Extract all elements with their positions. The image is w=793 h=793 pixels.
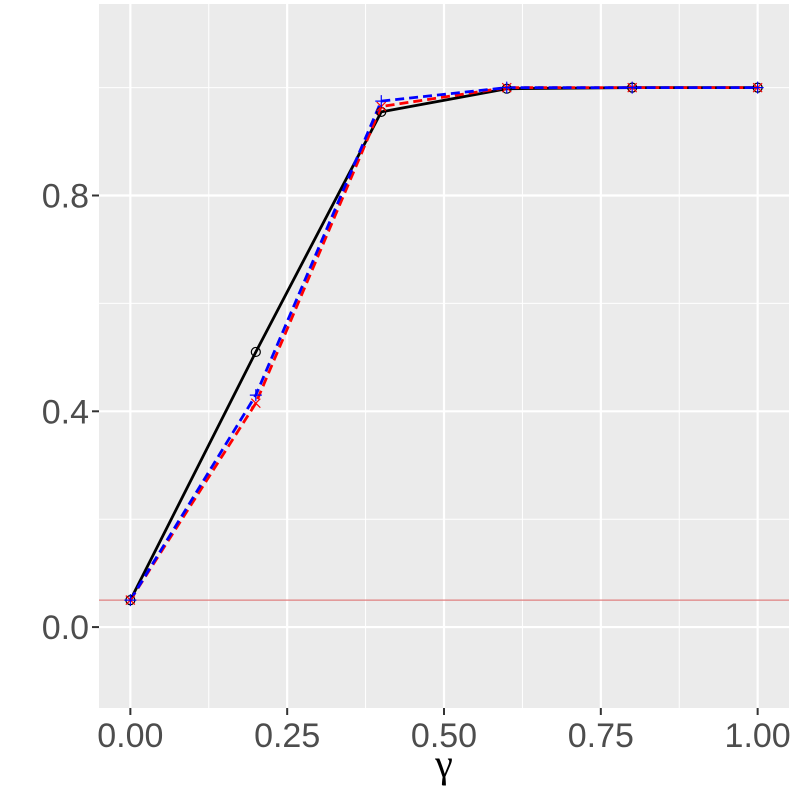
- y-tick-label: 0.0: [42, 609, 89, 647]
- y-tick-label: 0.4: [42, 393, 89, 431]
- x-tick-label: 0.50: [411, 717, 477, 755]
- data-point-plus: [375, 95, 388, 108]
- data-point-x: [250, 398, 261, 409]
- x-axis: 0.00 0.25 0.50 0.75 1.00: [97, 708, 791, 755]
- x-tick-label: 0.75: [568, 717, 634, 755]
- series-line-3: [129, 86, 758, 601]
- data-point-plus: [124, 594, 137, 607]
- data-point-plus: [500, 81, 513, 94]
- data-point-circle: [376, 106, 387, 117]
- data-point-plus: [626, 81, 639, 94]
- data-point-plus: [249, 389, 262, 402]
- x-axis-title: γ: [434, 741, 453, 786]
- major-gridlines: [99, 4, 789, 708]
- x-tick-label: 1.00: [725, 717, 791, 755]
- data-point-plus: [751, 81, 764, 94]
- y-tick-label: 0.8: [42, 178, 89, 216]
- x-tick-label: 0.25: [254, 717, 320, 755]
- y-axis: 0.0 0.4 0.8: [42, 178, 99, 647]
- x-tick-label: 0.00: [97, 717, 163, 755]
- series-layer: [124, 81, 764, 607]
- data-point-circle: [250, 346, 261, 358]
